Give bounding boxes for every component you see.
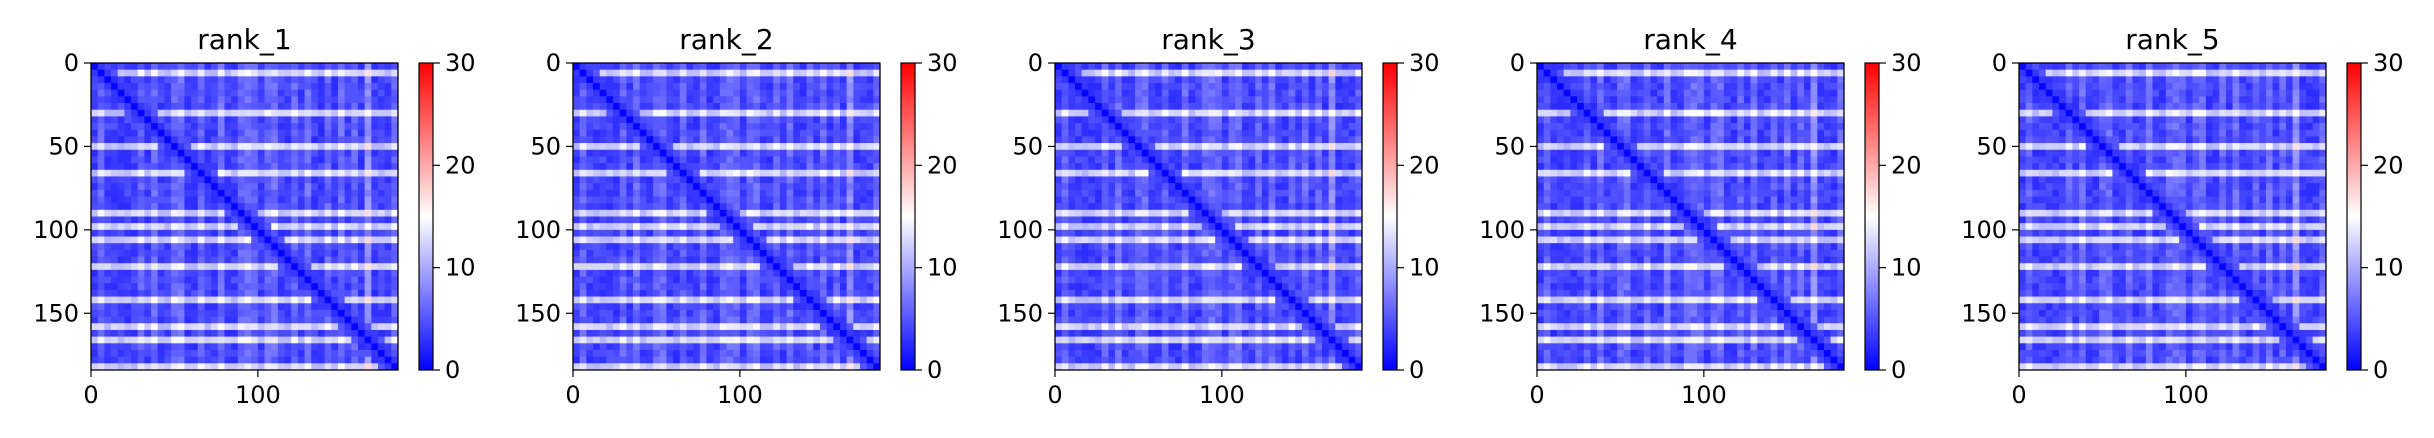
y-tick-label: 50 bbox=[1494, 132, 1525, 160]
x-tick-label: 0 bbox=[1047, 381, 1062, 409]
colorbar bbox=[900, 62, 916, 371]
y-tick-label: 0 bbox=[1992, 49, 2007, 77]
subplot-5: rank_5 0 100 0 50 100 150 0 10 20 30 bbox=[1961, 23, 2403, 409]
y-tick-label: 50 bbox=[48, 132, 79, 160]
heatmap-frame bbox=[2018, 62, 2327, 371]
subplot-title: rank_5 bbox=[2125, 23, 2219, 56]
y-tick-label: 150 bbox=[515, 299, 561, 327]
colorbar-tick-label: 20 bbox=[1891, 151, 1922, 179]
x-tick-label: 0 bbox=[1529, 381, 1544, 409]
colorbar-tick-label: 10 bbox=[1409, 254, 1440, 282]
heatmap-image bbox=[2019, 63, 2327, 371]
colorbar-tick-label: 30 bbox=[445, 49, 476, 77]
heatmap-frame bbox=[90, 62, 399, 371]
colorbar-tick-label: 30 bbox=[1891, 49, 1922, 77]
x-tick-label: 100 bbox=[717, 381, 763, 409]
y-tick-label: 150 bbox=[997, 299, 1043, 327]
subplot-4: rank_4 0 100 0 50 100 150 0 10 20 30 bbox=[1479, 23, 1921, 409]
heatmap-frame bbox=[572, 62, 881, 371]
colorbar-tick-label: 30 bbox=[2373, 49, 2404, 77]
colorbar-tick-label: 0 bbox=[927, 356, 942, 384]
subplot-title: rank_3 bbox=[1161, 23, 1255, 56]
heatmap-image bbox=[91, 63, 399, 371]
y-tick-label: 100 bbox=[515, 216, 561, 244]
colorbar-tick-label: 0 bbox=[1891, 356, 1906, 384]
colorbar bbox=[1864, 62, 1880, 371]
colorbar-tick-label: 0 bbox=[1409, 356, 1424, 384]
x-tick-label: 0 bbox=[83, 381, 98, 409]
y-tick-label: 100 bbox=[997, 216, 1043, 244]
colorbar bbox=[1382, 62, 1398, 371]
colorbar-tick-label: 20 bbox=[445, 151, 476, 179]
y-tick-label: 150 bbox=[33, 299, 79, 327]
colorbar-tick-label: 10 bbox=[927, 254, 958, 282]
colorbar-tick-label: 10 bbox=[1891, 254, 1922, 282]
heatmap-image bbox=[573, 63, 881, 371]
heatmap-frame bbox=[1536, 62, 1845, 371]
y-tick-label: 0 bbox=[1028, 49, 1043, 77]
colorbar bbox=[418, 62, 434, 371]
x-tick-label: 100 bbox=[2163, 381, 2209, 409]
heatmap-image bbox=[1055, 63, 1363, 371]
y-tick-label: 150 bbox=[1479, 299, 1525, 327]
colorbar-tick-label: 20 bbox=[1409, 151, 1440, 179]
y-tick-label: 50 bbox=[1976, 132, 2007, 160]
subplot-3: rank_3 0 100 0 50 100 150 0 10 20 30 bbox=[997, 23, 1439, 409]
colorbar-tick-label: 30 bbox=[1409, 49, 1440, 77]
colorbar bbox=[2346, 62, 2362, 371]
y-tick-label: 0 bbox=[64, 49, 79, 77]
x-tick-label: 0 bbox=[565, 381, 580, 409]
x-tick-label: 100 bbox=[1681, 381, 1727, 409]
y-tick-label: 100 bbox=[1479, 216, 1525, 244]
subplot-title: rank_4 bbox=[1643, 23, 1737, 56]
heatmap-frame bbox=[1054, 62, 1363, 371]
colorbar-tick-label: 20 bbox=[927, 151, 958, 179]
subplot-title: rank_1 bbox=[197, 23, 291, 56]
subplot-title: rank_2 bbox=[679, 23, 773, 56]
heatmap-image bbox=[1537, 63, 1845, 371]
subplot-1: rank_1 0 100 0 50 100 150 0 10 20 30 bbox=[33, 23, 475, 409]
y-tick-label: 50 bbox=[530, 132, 561, 160]
x-tick-label: 0 bbox=[2011, 381, 2026, 409]
colorbar-tick-label: 0 bbox=[445, 356, 460, 384]
y-tick-label: 0 bbox=[546, 49, 561, 77]
x-tick-label: 100 bbox=[1199, 381, 1245, 409]
y-tick-label: 100 bbox=[1961, 216, 2007, 244]
x-tick-label: 100 bbox=[235, 381, 281, 409]
colorbar-tick-label: 0 bbox=[2373, 356, 2388, 384]
y-tick-label: 0 bbox=[1510, 49, 1525, 77]
y-tick-label: 50 bbox=[1012, 132, 1043, 160]
colorbar-tick-label: 10 bbox=[445, 254, 476, 282]
colorbar-tick-label: 30 bbox=[927, 49, 958, 77]
colorbar-tick-label: 10 bbox=[2373, 254, 2404, 282]
colorbar-tick-label: 20 bbox=[2373, 151, 2404, 179]
y-tick-label: 100 bbox=[33, 216, 79, 244]
subplot-2: rank_2 0 100 0 50 100 150 0 10 20 30 bbox=[515, 23, 957, 409]
y-tick-label: 150 bbox=[1961, 299, 2007, 327]
